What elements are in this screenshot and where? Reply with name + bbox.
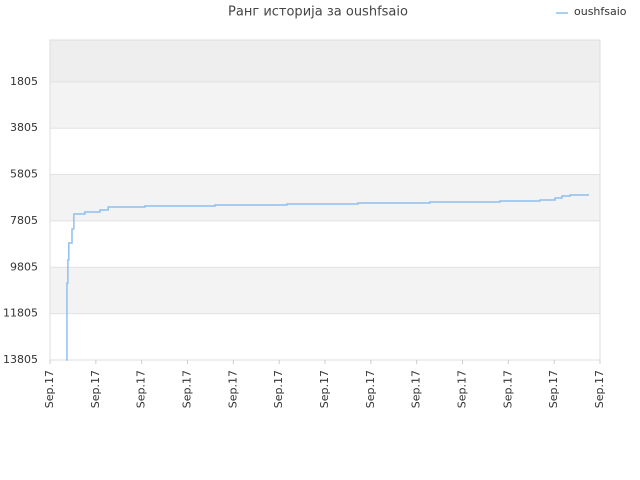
legend-label: oushfsaio [574, 5, 627, 18]
x-tick-label: Sep.17 [43, 370, 56, 408]
band [50, 313, 600, 360]
y-tick-label: 3805 [10, 121, 38, 134]
band [50, 267, 600, 314]
x-tick-label: Sep.17 [318, 370, 331, 408]
x-tick-label: Sep.17 [593, 370, 606, 408]
x-tick-label: Sep.17 [135, 370, 148, 408]
band [50, 174, 600, 221]
y-tick-label: 7805 [10, 214, 38, 227]
x-tick-label: Sep.17 [364, 370, 377, 408]
x-tick-label: Sep.17 [181, 370, 194, 408]
chart-title: Ранг историја за oushfsaio [228, 5, 408, 20]
y-tick-label: 5805 [10, 168, 38, 181]
band [50, 81, 600, 129]
x-tick-label: Sep.17 [272, 370, 285, 408]
x-tick-label: Sep.17 [456, 370, 469, 408]
band [50, 220, 600, 268]
band [50, 128, 600, 175]
y-tick-label: 11805 [3, 307, 38, 320]
x-tick-label: Sep.17 [226, 370, 239, 408]
y-tick-label: 1805 [10, 75, 38, 88]
x-tick-label: Sep.17 [410, 370, 423, 408]
band [50, 40, 600, 82]
y-tick-label: 9805 [10, 260, 38, 273]
line [66, 194, 589, 361]
x-tick-label: Sep.17 [501, 370, 514, 408]
x-tick-label: Sep.17 [89, 370, 102, 408]
x-tick-label: Sep.17 [547, 370, 560, 408]
y-tick-label: 13805 [3, 353, 38, 366]
